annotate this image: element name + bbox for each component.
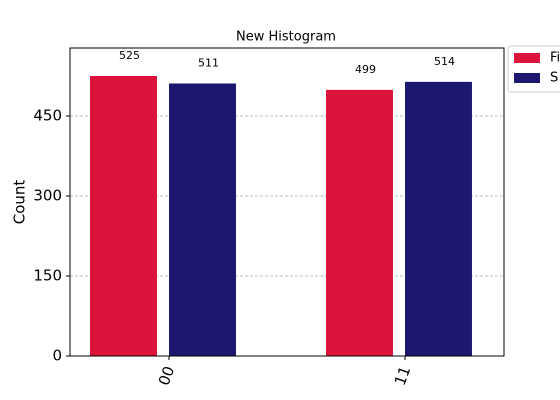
legend-label: S (550, 71, 558, 86)
chart-title: New Histogram (236, 30, 336, 45)
y-tick-label: 450 (33, 107, 62, 125)
legend-swatch (514, 53, 540, 63)
y-tick-label: 300 (33, 187, 62, 205)
value-label: 511 (198, 56, 219, 69)
value-label: 525 (119, 49, 140, 62)
value-label: 499 (355, 63, 376, 76)
bar (326, 89, 393, 356)
bar (405, 81, 472, 356)
value-label: 514 (434, 55, 455, 68)
x-tick-label: 11 (391, 364, 414, 388)
y-axis-label: Count (11, 180, 29, 225)
bar (169, 83, 236, 356)
x-tick-label: 00 (155, 364, 178, 388)
y-tick-label: 150 (33, 267, 62, 285)
y-tick-label: 0 (52, 347, 62, 365)
legend-label: Fi (550, 51, 560, 66)
bar (90, 76, 157, 356)
legend-swatch (514, 73, 540, 83)
plot-frame (69, 47, 505, 357)
